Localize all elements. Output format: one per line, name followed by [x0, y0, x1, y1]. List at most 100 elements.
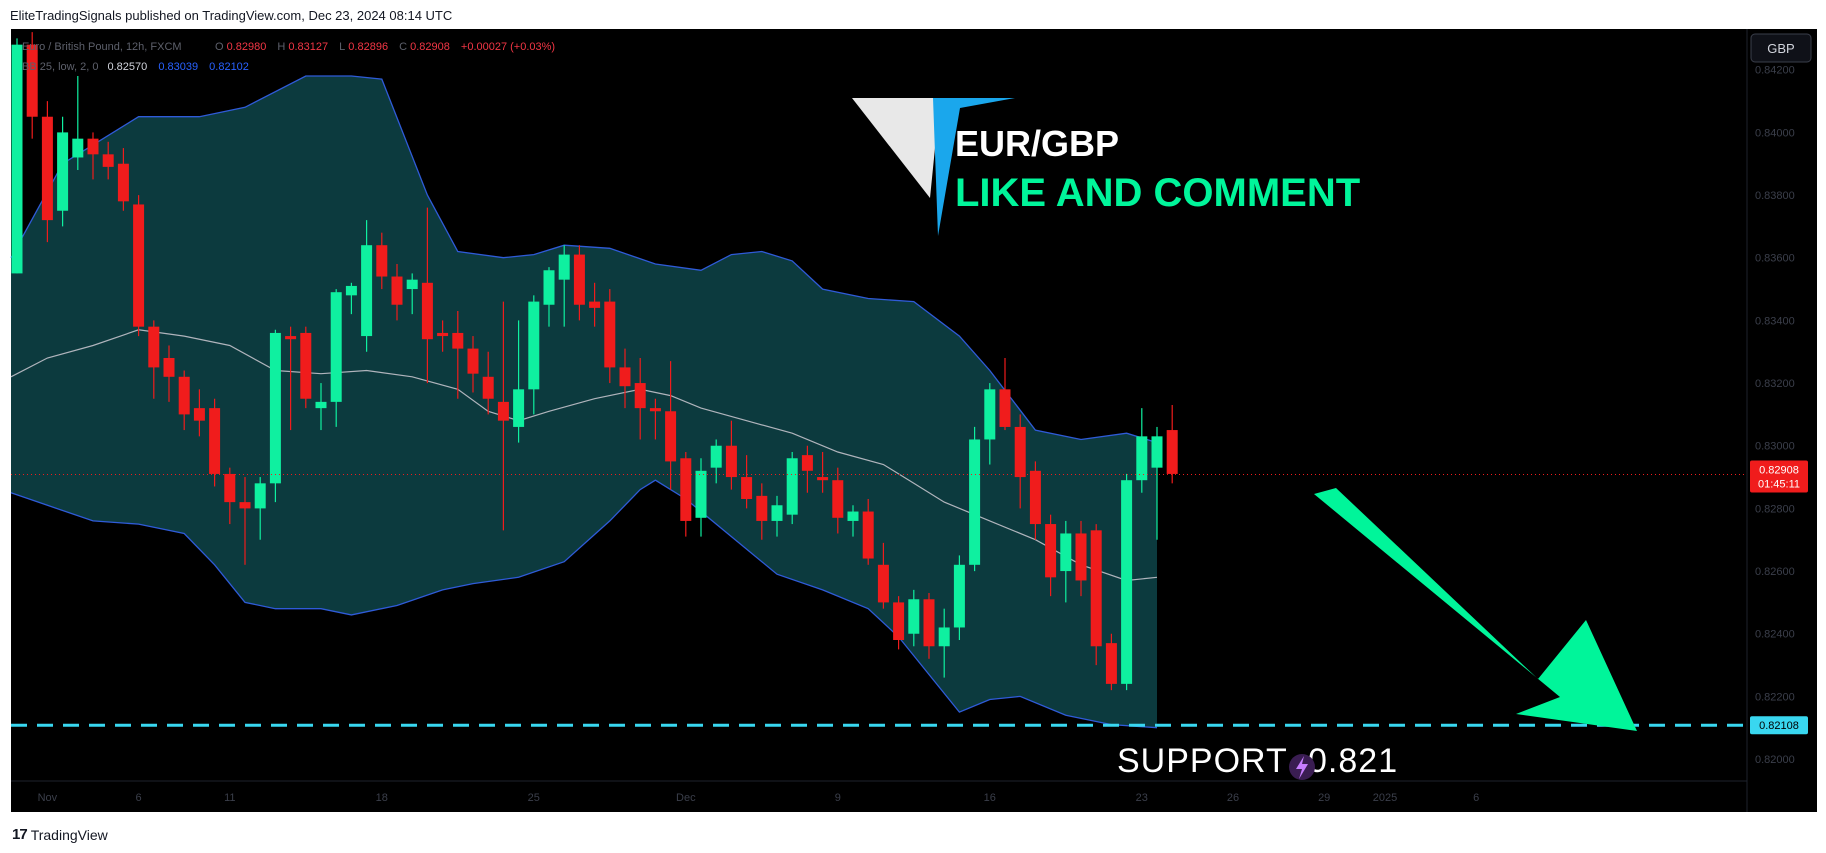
candle-body	[558, 254, 570, 280]
candle-body	[1075, 533, 1087, 581]
bb-upper-line	[10, 75, 1158, 444]
candle	[72, 76, 84, 170]
candle	[969, 426, 981, 572]
candle	[817, 452, 829, 493]
brand-logo-blue-wing	[933, 98, 1015, 236]
candle-body	[421, 282, 433, 340]
candle	[1105, 633, 1117, 691]
time-tick-label: 6	[1473, 792, 1479, 804]
candle-body	[193, 408, 205, 421]
candle-body	[345, 285, 357, 296]
candle-body	[680, 458, 692, 521]
candle-body	[148, 326, 160, 368]
candle	[269, 329, 281, 503]
candle	[893, 596, 905, 650]
legend-high: 0.83127	[288, 41, 328, 53]
candle	[801, 445, 813, 493]
tradingview-brand-label: TradingView	[30, 826, 108, 843]
candle-body	[163, 358, 175, 377]
candle	[862, 499, 874, 565]
candle	[133, 195, 145, 337]
candle-body	[847, 511, 859, 521]
support-price-label: 0.82108	[1759, 720, 1799, 732]
candle	[573, 245, 585, 321]
candle-body	[832, 480, 844, 518]
candle-body	[543, 270, 555, 305]
candle-body	[695, 470, 707, 518]
candle-body	[573, 254, 585, 305]
candle	[771, 495, 783, 537]
bb-basis-line	[10, 329, 1158, 582]
time-tick-label: 25	[528, 792, 540, 804]
candle	[315, 383, 327, 431]
legend-change: +0.00027 (+0.03%)	[461, 41, 555, 53]
candle-body	[224, 473, 236, 503]
candle	[847, 505, 859, 537]
candle-body	[1045, 524, 1057, 578]
candle-body	[862, 511, 874, 559]
candle-body	[1136, 436, 1148, 481]
candle	[1136, 408, 1148, 493]
candle-body	[877, 564, 889, 603]
candle-body	[406, 279, 418, 290]
candle	[634, 358, 646, 440]
candle	[710, 439, 722, 484]
candle-body	[361, 245, 373, 337]
candle-body	[1060, 533, 1072, 572]
price-tick-label: 0.83400	[1755, 315, 1795, 327]
candle	[877, 542, 889, 609]
legend-bb-basis: 0.82570	[108, 61, 148, 73]
time-tick-label: 11	[224, 792, 235, 804]
time-tick-label: Dec	[676, 792, 696, 804]
price-tick-label: 0.83600	[1755, 253, 1795, 265]
countdown-label: 01:45:11	[1758, 479, 1800, 491]
candle-body	[953, 564, 965, 628]
candle-body	[178, 376, 190, 415]
candle-body	[1166, 430, 1178, 474]
candle	[482, 351, 494, 415]
candle	[391, 264, 403, 321]
support-annotation: SUPPORT 0.821	[1117, 742, 1398, 780]
currency-button-frame[interactable]	[1750, 33, 1812, 63]
currency-button[interactable]: GBP	[1750, 33, 1812, 63]
candle	[1075, 520, 1087, 597]
candle	[1121, 473, 1133, 691]
candle	[619, 348, 631, 409]
candle	[665, 361, 677, 490]
legend-ohlc: O 0.82980 H 0.83127 L 0.82896 C 0.82908 +0.0…	[215, 41, 555, 53]
candle	[300, 326, 312, 409]
candle-body	[969, 439, 981, 565]
price-tick-label: 0.83200	[1755, 378, 1795, 390]
candle-body	[741, 477, 753, 499]
candle	[923, 593, 935, 659]
time-tick-label: Nov	[38, 792, 58, 804]
currency-button-label[interactable]: GBP	[1767, 41, 1794, 56]
legend-bb: BB 25, low, 2, 0 0.82570 0.83039 0.82102	[22, 61, 249, 73]
candle-body	[1121, 480, 1133, 684]
candle-body	[1090, 530, 1102, 647]
candle	[1014, 414, 1026, 509]
candle-body	[72, 138, 84, 158]
candle	[361, 220, 373, 352]
candle-body	[117, 163, 129, 202]
candle	[26, 32, 38, 139]
candle-body	[771, 505, 783, 521]
candle	[437, 320, 449, 352]
candle-body	[102, 154, 114, 167]
pair-annotation: EUR/GBP	[955, 123, 1119, 164]
candle-body	[756, 495, 768, 521]
candle-body	[649, 408, 661, 412]
candle	[938, 608, 950, 678]
candle-body	[315, 401, 327, 409]
candle	[87, 132, 99, 180]
candle	[680, 452, 692, 537]
legend-bb-upper: 0.83039	[158, 61, 198, 73]
candle	[832, 467, 844, 534]
candle	[497, 301, 509, 531]
candle-body	[589, 301, 601, 308]
candle	[239, 477, 251, 565]
legend-symbol: Euro / British Pound, 12h, FXCM	[22, 41, 182, 53]
candle	[908, 589, 920, 647]
candle-body	[254, 483, 266, 509]
